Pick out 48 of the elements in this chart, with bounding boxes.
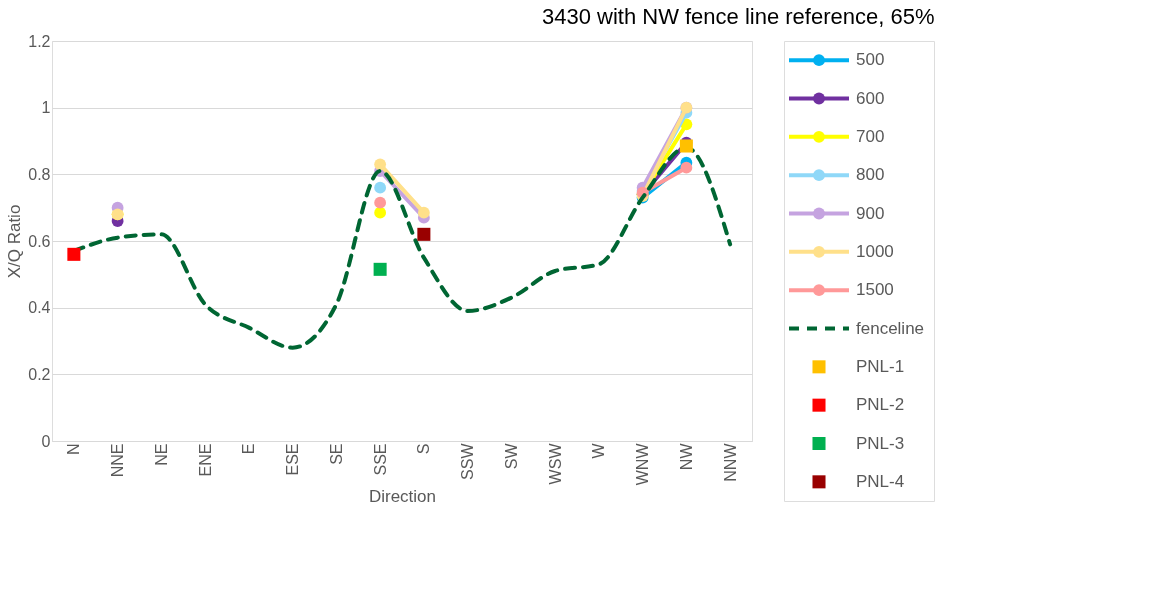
chart-title: 3430 with NW fence line reference, 65% (541, 3, 935, 29)
y-tick-label: 0.2 (28, 365, 51, 383)
x-tick-label: SSW (459, 442, 477, 480)
point (374, 181, 387, 194)
legend-label: 900 (856, 203, 885, 223)
point (374, 158, 387, 171)
point (417, 206, 430, 219)
x-tick-label: NW (677, 442, 695, 471)
y-tick-label: 1.2 (28, 32, 51, 50)
legend-label: PNL-1 (856, 356, 905, 376)
legend-label: PNL-4 (856, 471, 905, 491)
point (374, 196, 387, 209)
x-tick-label: NE (152, 443, 170, 466)
x-tick-label: WSW (546, 442, 564, 485)
point (374, 206, 387, 219)
y-tick-label: 0 (41, 432, 51, 450)
legend-label: PNL-2 (856, 395, 905, 415)
legend-label: 600 (856, 88, 885, 108)
legend-label: fenceline (856, 318, 925, 338)
x-tick-label: ENE (196, 443, 214, 477)
point (373, 262, 387, 276)
y-tick-label: 0.4 (28, 299, 51, 317)
legend-label: 500 (856, 50, 885, 70)
y-tick-label: 0.8 (28, 165, 51, 183)
x-tick-label: NNW (721, 442, 739, 482)
legend-label: 1000 (856, 241, 894, 261)
point (67, 247, 81, 261)
x-tick-label: SW (502, 442, 520, 470)
y-tick-label: 0.6 (28, 232, 51, 250)
x-tick-label: ESE (284, 443, 302, 476)
x-tick-label: N (65, 443, 83, 456)
x-tick-label: NNE (109, 443, 127, 478)
legend-label: 800 (856, 165, 885, 185)
x-tick-label: WNW (634, 442, 652, 486)
point (680, 161, 693, 174)
point (417, 227, 431, 241)
x-tick-label: SSE (371, 443, 389, 476)
legend-label: 700 (856, 126, 885, 146)
y-tick-label: 1 (41, 99, 51, 117)
x-tick-label: E (240, 443, 258, 455)
legend-label: 1500 (856, 280, 894, 300)
x-tick-label: W (590, 442, 608, 459)
x-axis-title: Direction (368, 487, 437, 507)
legend-label: PNL-3 (856, 433, 905, 453)
y-axis-title: X/Q Ratio (5, 204, 25, 279)
point (679, 139, 693, 153)
x-tick-label: SE (327, 443, 345, 465)
x-tick-label: S (415, 443, 433, 455)
